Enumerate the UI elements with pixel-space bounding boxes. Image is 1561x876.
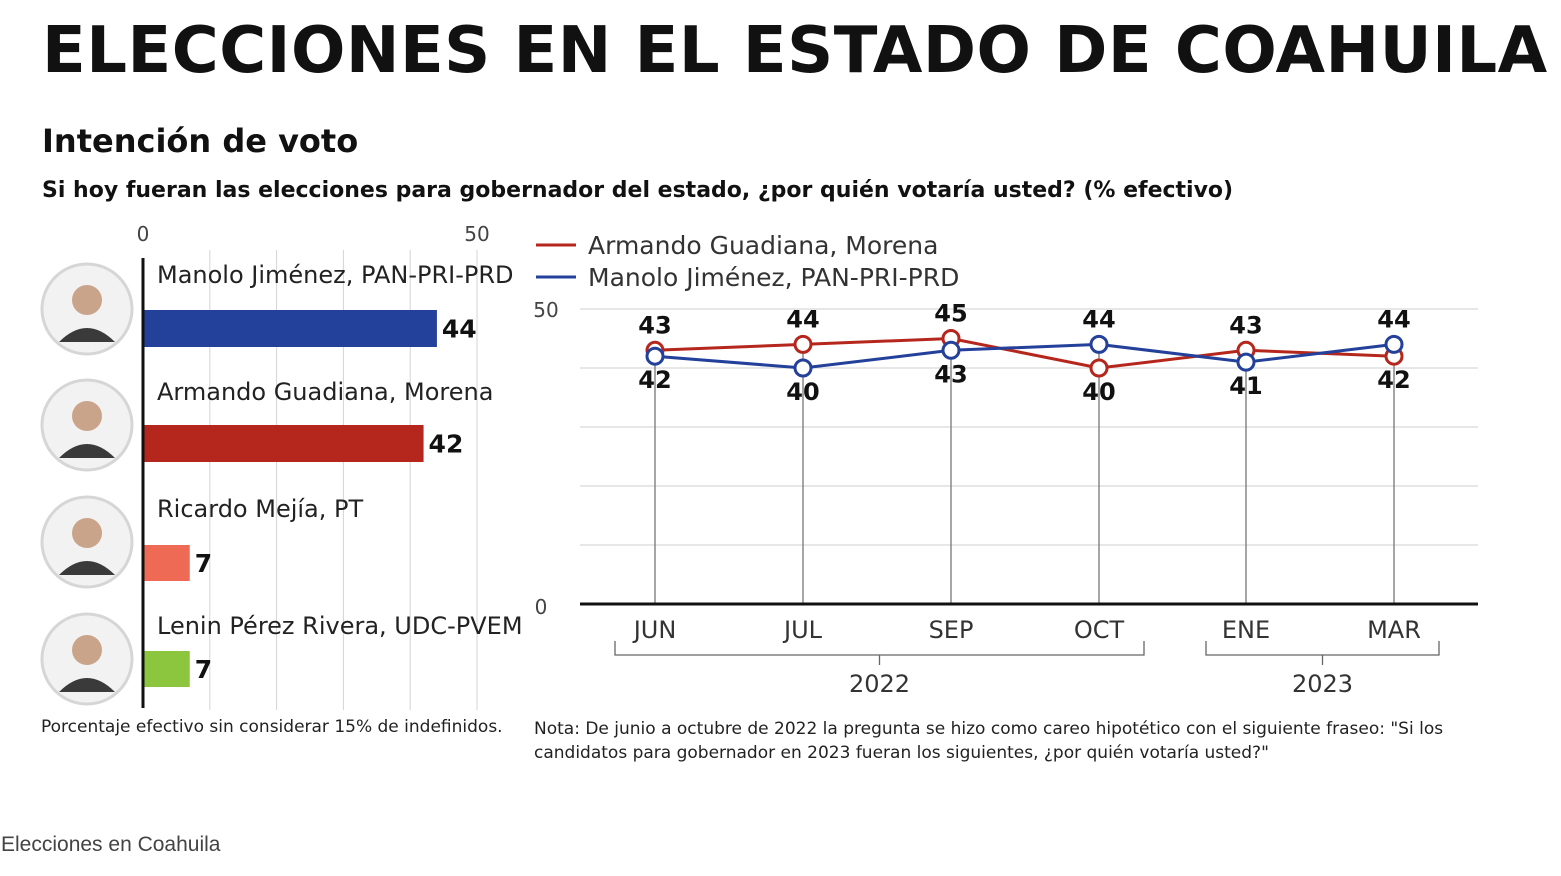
photo-body [59, 678, 115, 692]
candidate-photo-icon [40, 495, 134, 589]
data-label: 41 [1229, 372, 1262, 400]
series-point [793, 358, 813, 378]
line-chart-note: Nota: De junio a octubre de 2022 la preg… [534, 719, 1444, 763]
data-label: 43 [934, 360, 967, 388]
photo-body [59, 328, 115, 342]
bar-category-label: Armando Guadiana, Morena [157, 378, 493, 406]
chart-subtitle: Intención de voto [42, 122, 359, 160]
bar-value-label: 42 [429, 430, 464, 459]
x-tick-label: ENE [1222, 616, 1270, 644]
photo-head [72, 401, 102, 431]
series-point [793, 334, 813, 354]
bar-value-label: 7 [195, 549, 212, 578]
image-caption[interactable]: Elecciones en Coahuila [1, 833, 221, 856]
year-bracket [614, 641, 1145, 656]
data-label: 43 [638, 311, 671, 339]
series-line [654, 336, 1395, 370]
bar [143, 310, 437, 347]
series-point [1236, 352, 1256, 372]
data-label: 42 [638, 366, 671, 394]
photo-head [72, 285, 102, 315]
line-y-tick-label: 0 [535, 595, 548, 619]
series-line [654, 342, 1395, 370]
data-label: 45 [934, 300, 967, 328]
bar [143, 651, 190, 687]
x-tick-label: OCT [1074, 616, 1125, 644]
bar-category-label: Lenin Pérez Rivera, UDC-PVEM [157, 612, 523, 640]
bar-value-label: 7 [195, 655, 212, 684]
photo-head [72, 518, 102, 548]
photo-head [72, 635, 102, 665]
candidate-photo-icon [40, 612, 134, 706]
survey-question: Si hoy fueran las elecciones para gobern… [42, 178, 1234, 203]
x-tick-label: JUN [632, 616, 677, 644]
year-group-label: 2022 [849, 670, 910, 698]
bar-chart-footnote: Porcentaje efectivo sin considerar 15% d… [41, 717, 503, 737]
bar-value-label: 44 [442, 315, 477, 344]
series-point [1384, 334, 1404, 354]
chart-title: ELECCIONES EN EL ESTADO DE COAHUILA [42, 14, 1548, 88]
photo-body [59, 444, 115, 458]
data-label: 40 [786, 378, 819, 406]
legend-label: Armando Guadiana, Morena [588, 231, 938, 260]
bar-axis-tick-label: 50 [464, 222, 489, 246]
bar [143, 425, 424, 462]
data-label: 43 [1229, 311, 1262, 339]
bar-category-label: Manolo Jiménez, PAN-PRI-PRD [157, 261, 514, 289]
x-tick-label: MAR [1367, 616, 1421, 644]
candidate-photo-icon [40, 262, 134, 356]
legend-label: Manolo Jiménez, PAN-PRI-PRD [588, 263, 959, 292]
year-group-label: 2023 [1292, 670, 1353, 698]
data-label: 44 [786, 305, 819, 333]
data-label: 40 [1082, 378, 1115, 406]
data-label: 44 [1377, 305, 1410, 333]
bar-category-label: Ricardo Mejía, PT [157, 495, 363, 523]
line-y-tick-label: 50 [533, 298, 558, 322]
series-point [941, 340, 961, 360]
candidate-photo-icon [40, 378, 134, 472]
x-tick-label: SEP [929, 616, 974, 644]
data-label: 44 [1082, 305, 1115, 333]
series-point [1089, 358, 1109, 378]
x-tick-label: JUL [782, 616, 823, 644]
series-point [1089, 334, 1109, 354]
photo-body [59, 561, 115, 575]
bar-axis-tick-label: 0 [137, 222, 150, 246]
series-point [645, 346, 665, 366]
bar [143, 545, 190, 581]
data-label: 42 [1377, 366, 1410, 394]
